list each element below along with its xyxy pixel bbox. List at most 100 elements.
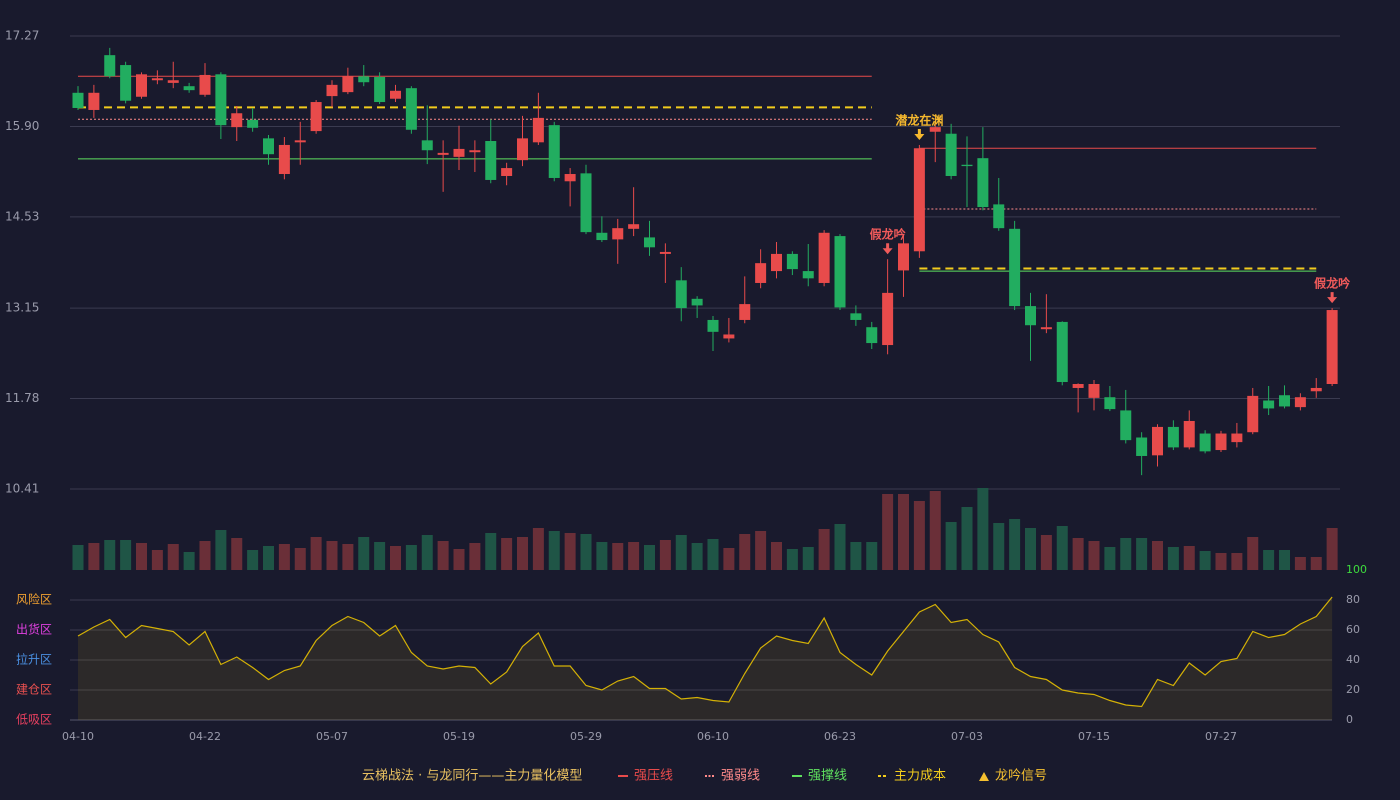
candle-body bbox=[628, 224, 640, 229]
volume-bar bbox=[628, 542, 640, 570]
candle-body bbox=[390, 90, 401, 99]
candle-body bbox=[961, 164, 973, 167]
volume-bar bbox=[263, 546, 274, 570]
volume-bar bbox=[882, 494, 894, 570]
zone-label: 拉升区 bbox=[16, 652, 52, 667]
candle-body bbox=[929, 127, 941, 132]
volume-bar bbox=[501, 538, 513, 570]
volume-bar bbox=[1310, 557, 1322, 570]
volume-bar bbox=[88, 543, 100, 570]
x-tick-label: 06-23 bbox=[824, 730, 856, 743]
y2-tick-label: 60 bbox=[1346, 623, 1360, 636]
zone-label: 出货区 bbox=[16, 622, 52, 637]
candle-body bbox=[104, 55, 116, 77]
volume-bar bbox=[215, 530, 227, 570]
volume-bar bbox=[659, 540, 671, 570]
signal-label: 潜龙在渊 bbox=[895, 112, 943, 127]
volume-bar bbox=[390, 546, 401, 570]
volume-bar bbox=[421, 535, 433, 570]
candle-body bbox=[72, 92, 84, 108]
zone-label: 建仓区 bbox=[16, 683, 52, 697]
candle-body bbox=[1009, 228, 1021, 307]
volume-bar bbox=[342, 544, 354, 570]
signal-label: 假龙吟 bbox=[1314, 276, 1350, 291]
volume-bar bbox=[1104, 547, 1116, 570]
volume-bar bbox=[755, 531, 767, 570]
y2-tick-label: 0 bbox=[1346, 713, 1353, 726]
volume-bar bbox=[1025, 528, 1036, 570]
candle-body bbox=[644, 237, 655, 248]
candle-body bbox=[517, 138, 528, 161]
legend-label: 主力成本 bbox=[894, 769, 946, 784]
volume-bar bbox=[104, 540, 116, 570]
candle-body bbox=[1247, 395, 1259, 433]
candle-body bbox=[342, 76, 354, 93]
candle-body bbox=[215, 74, 227, 126]
candle-body bbox=[882, 292, 894, 346]
candle-body bbox=[993, 204, 1005, 229]
volume-bar bbox=[485, 533, 497, 570]
volume-bar bbox=[596, 542, 608, 570]
volume-bar bbox=[374, 542, 386, 570]
candle-body bbox=[358, 76, 370, 83]
candle-body bbox=[1215, 433, 1227, 451]
x-tick-label: 07-27 bbox=[1205, 730, 1237, 743]
candle-body bbox=[1072, 384, 1084, 388]
candle-body bbox=[501, 168, 513, 176]
volume-bar bbox=[945, 522, 957, 570]
legend-label: 强压线 bbox=[634, 769, 673, 784]
candle-body bbox=[1136, 437, 1148, 456]
y2-tick-label: 100 bbox=[1346, 563, 1367, 576]
candle-body bbox=[723, 334, 735, 339]
volume-bar bbox=[723, 548, 735, 570]
volume-bar bbox=[771, 542, 782, 570]
y-tick-label: 10.41 bbox=[5, 482, 39, 496]
candle-body bbox=[167, 80, 179, 83]
candle-body bbox=[1104, 397, 1116, 410]
volume-bar bbox=[517, 537, 528, 570]
candle-body bbox=[294, 140, 306, 143]
candle-body bbox=[183, 86, 195, 91]
volume-bar bbox=[1152, 541, 1163, 570]
volume-bar bbox=[278, 544, 290, 570]
y-tick-label: 17.27 bbox=[5, 29, 39, 43]
candle-body bbox=[231, 113, 243, 128]
volume-bar bbox=[993, 523, 1005, 570]
volume-bar bbox=[850, 542, 862, 570]
candle-body bbox=[612, 228, 624, 240]
volume-bar bbox=[1215, 553, 1227, 570]
volume-bar bbox=[866, 542, 878, 570]
volume-bar bbox=[1120, 538, 1132, 570]
volume-bar bbox=[532, 528, 544, 570]
signal-arrow bbox=[882, 243, 893, 255]
y-tick-label: 13.15 bbox=[5, 301, 39, 315]
legend-title: 云梯战法 · 与龙同行——主力量化模型 bbox=[362, 769, 582, 784]
candle-body bbox=[1040, 327, 1052, 330]
volume-bar bbox=[1056, 526, 1068, 570]
volume-bar bbox=[247, 550, 259, 570]
legend-swatch bbox=[979, 772, 989, 781]
candle-body bbox=[485, 140, 497, 180]
volume-bar bbox=[358, 537, 370, 570]
candle-body bbox=[818, 232, 830, 283]
candle-body bbox=[1263, 400, 1275, 409]
candle-body bbox=[136, 74, 147, 97]
volume-bar bbox=[612, 543, 624, 570]
volume-bar bbox=[739, 534, 751, 570]
zone-label: 低吸区 bbox=[16, 713, 52, 727]
volume-bar bbox=[1167, 547, 1179, 570]
y2-tick-label: 40 bbox=[1346, 653, 1360, 666]
candle-body bbox=[675, 280, 687, 309]
volume-bar bbox=[961, 507, 973, 570]
x-tick-label: 06-10 bbox=[697, 730, 729, 743]
candle-body bbox=[310, 102, 322, 132]
candle-body bbox=[1025, 306, 1036, 326]
signal-arrow bbox=[1327, 292, 1338, 304]
volume-bar bbox=[802, 547, 814, 570]
volume-bar bbox=[913, 501, 925, 570]
y2-tick-label: 80 bbox=[1346, 593, 1360, 606]
candle-body bbox=[326, 84, 338, 97]
volume-bar bbox=[231, 538, 243, 570]
